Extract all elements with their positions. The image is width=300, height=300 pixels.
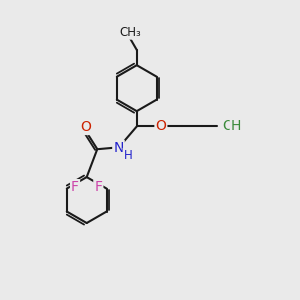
Text: O: O (155, 119, 166, 134)
Text: CH₃: CH₃ (119, 26, 141, 39)
Text: F: F (71, 180, 79, 194)
Text: F: F (94, 180, 102, 194)
Text: O: O (80, 120, 91, 134)
Text: OH: OH (222, 119, 244, 134)
Text: N: N (113, 141, 124, 154)
Text: H: H (124, 148, 132, 161)
Text: H: H (231, 119, 241, 134)
